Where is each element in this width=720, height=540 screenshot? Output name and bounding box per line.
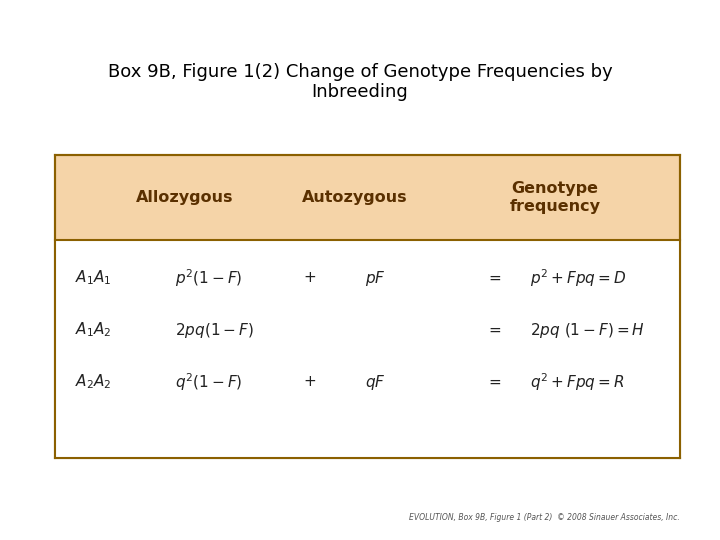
Text: $p^2 + Fpq = D$: $p^2 + Fpq = D$	[530, 267, 626, 289]
Text: $A_1A_2$: $A_1A_2$	[75, 321, 112, 339]
Text: =: =	[489, 271, 501, 286]
FancyBboxPatch shape	[55, 240, 680, 458]
Text: $qF$: $qF$	[365, 373, 386, 392]
Text: EVOLUTION, Box 9B, Figure 1 (Part 2)  © 2008 Sinauer Associates, Inc.: EVOLUTION, Box 9B, Figure 1 (Part 2) © 2…	[409, 513, 680, 522]
FancyBboxPatch shape	[55, 155, 680, 458]
Text: Box 9B, Figure 1(2) Change of Genotype Frequencies by
Inbreeding: Box 9B, Figure 1(2) Change of Genotype F…	[107, 63, 613, 102]
Text: Autozygous: Autozygous	[302, 190, 408, 205]
Text: $q^2 + Fpq = R$: $q^2 + Fpq = R$	[530, 371, 624, 393]
Text: $p^2(1 - F)$: $p^2(1 - F)$	[175, 267, 243, 289]
Text: Genotype
frequency: Genotype frequency	[510, 181, 600, 214]
Text: $A_1A_1$: $A_1A_1$	[75, 268, 112, 287]
Text: $A_2A_2$: $A_2A_2$	[75, 373, 112, 392]
Text: $2pq(1 - F)$: $2pq(1 - F)$	[175, 321, 253, 340]
Text: =: =	[489, 322, 501, 338]
Text: +: +	[304, 271, 316, 286]
Text: $2pq\ (1 - F) = H$: $2pq\ (1 - F) = H$	[530, 321, 645, 340]
Text: $q^2(1 - F)$: $q^2(1 - F)$	[175, 371, 243, 393]
Text: $pF$: $pF$	[365, 268, 386, 287]
Text: Allozygous: Allozygous	[136, 190, 234, 205]
Text: =: =	[489, 375, 501, 389]
Text: +: +	[304, 375, 316, 389]
